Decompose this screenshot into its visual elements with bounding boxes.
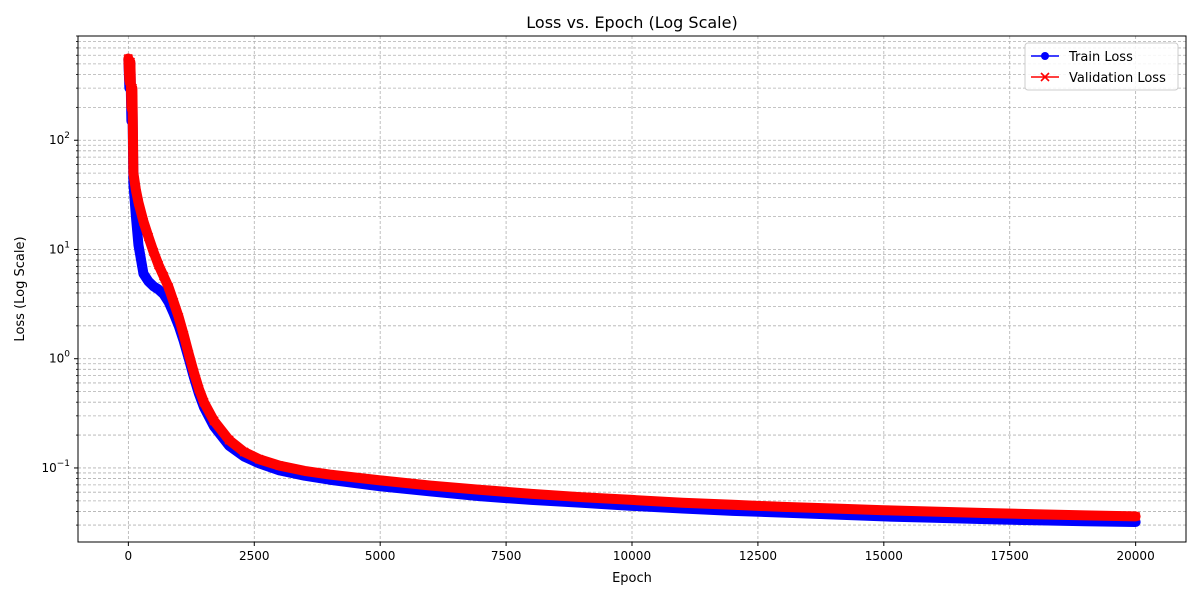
legend-marker	[1041, 52, 1049, 60]
legend: Train Loss Validation Loss	[1024, 42, 1179, 91]
x-tick-label: 15000	[865, 549, 903, 563]
data-point	[179, 330, 189, 340]
data-point	[425, 480, 436, 491]
data-point	[189, 367, 199, 378]
x-tick-label: 5000	[365, 549, 396, 563]
y-axis-label: Loss (Log Scale)	[13, 236, 28, 341]
data-point	[828, 503, 839, 514]
data-point	[929, 507, 939, 517]
series-validation-loss	[123, 53, 1141, 522]
data-point	[153, 260, 164, 270]
legend-entry: Train Loss	[1031, 50, 1133, 65]
data-point	[299, 466, 310, 476]
data-point	[375, 475, 385, 485]
data-point	[144, 277, 153, 286]
series-train-loss	[123, 54, 1141, 528]
data-point	[148, 247, 159, 257]
data-point	[1080, 510, 1090, 521]
data-point	[1131, 511, 1141, 522]
data-point	[1030, 509, 1040, 519]
data-point	[169, 297, 179, 307]
data-point	[138, 216, 149, 227]
data-point	[154, 285, 163, 294]
y-tick-label: 101	[49, 240, 70, 256]
data-point	[239, 447, 249, 457]
y-tick-label: 100	[49, 350, 70, 366]
data-point	[133, 197, 144, 207]
data-point	[979, 508, 990, 518]
data-point	[526, 489, 536, 499]
data-point	[127, 83, 138, 93]
data-point	[476, 485, 486, 495]
data-point	[128, 168, 139, 178]
data-point	[131, 185, 141, 195]
data-point	[158, 271, 169, 281]
data-point	[126, 102, 137, 112]
data-point	[325, 469, 335, 480]
data-point	[778, 502, 788, 512]
plot-series	[123, 53, 1141, 528]
chart-title: Loss vs. Epoch (Log Scale)	[526, 13, 737, 32]
series-line	[127, 58, 1136, 518]
x-tick-label: 7500	[491, 549, 522, 563]
data-point	[194, 384, 204, 394]
y-axis-ticks: 10−1 100 101 102	[41, 35, 78, 526]
x-tick-label: 12500	[739, 549, 777, 563]
x-tick-label: 0	[125, 549, 133, 563]
legend-marker	[1040, 72, 1050, 82]
x-tick-label: 10000	[613, 549, 651, 563]
data-point	[627, 495, 637, 505]
legend-label: Train Loss	[1068, 50, 1133, 65]
data-point	[139, 269, 148, 278]
data-point	[254, 454, 264, 464]
data-point	[164, 282, 174, 292]
legend-box	[1024, 42, 1179, 91]
data-point	[879, 505, 889, 515]
data-point	[224, 435, 234, 445]
y-tick-label: 102	[49, 131, 70, 147]
data-point	[174, 312, 184, 322]
data-point	[274, 461, 285, 471]
data-point	[677, 498, 688, 508]
x-axis-label: Epoch	[612, 571, 652, 586]
x-tick-label: 2500	[239, 549, 270, 563]
data-point	[125, 57, 136, 67]
y-tick-label: 10−1	[41, 459, 70, 475]
legend-entry: Validation Loss	[1031, 71, 1166, 86]
legend-label: Validation Loss	[1069, 71, 1166, 86]
data-point	[209, 416, 219, 426]
x-tick-label: 20000	[1117, 549, 1155, 563]
data-point	[134, 240, 143, 249]
x-axis-ticks: 0 2500 5000 7500 10000 12500 15000 17500 20000	[125, 542, 1155, 563]
data-point	[199, 397, 209, 407]
data-point	[576, 492, 587, 502]
data-point	[124, 76, 135, 86]
grid-lines	[78, 35, 1186, 542]
data-point	[728, 500, 738, 510]
x-tick-label: 17500	[991, 549, 1029, 563]
data-point	[184, 349, 194, 359]
data-point	[143, 232, 154, 242]
